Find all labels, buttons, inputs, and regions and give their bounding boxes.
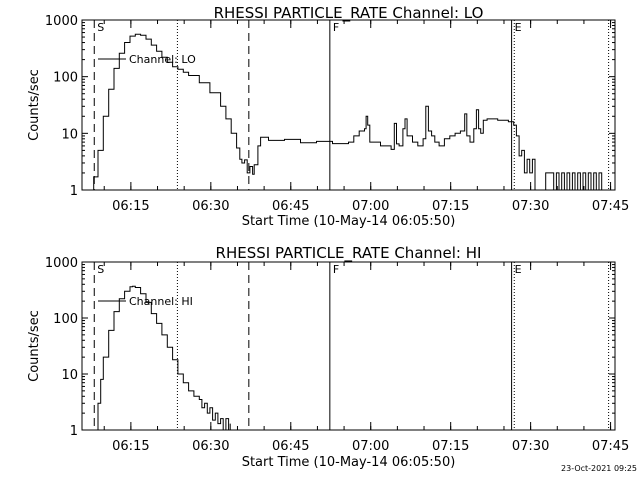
panel1-event-marker-label: F xyxy=(333,21,339,34)
footer-timestamp: 23-Oct-2021 09:25 xyxy=(561,464,637,473)
panel2-x-tick-label: 07:45 xyxy=(592,439,629,454)
panel1-x-tick-label: 06:30 xyxy=(192,199,229,214)
panel2-y-tick-label: 1 xyxy=(70,424,78,439)
panel1-event-marker-label: S xyxy=(97,21,104,34)
panel2-y-axis-label: Counts/sec xyxy=(27,310,42,382)
panel2-series-line xyxy=(95,285,231,431)
panel2-plot-frame xyxy=(81,261,616,431)
panel2-chart-title: RHESSI PARTICLE_RATE Channel: HI xyxy=(216,244,482,263)
panel1-chart-title: RHESSI PARTICLE_RATE Channel: LO xyxy=(214,4,484,23)
panel2-x-tick-label: 07:15 xyxy=(432,439,469,454)
panel2-event-marker-label: F xyxy=(333,263,339,276)
panel1-series-line xyxy=(90,33,605,191)
panel2-x-tick-label: 06:30 xyxy=(192,439,229,454)
panel1-x-tick-label: 07:15 xyxy=(432,199,469,214)
panel2-legend-label: Channel: HI xyxy=(129,295,193,308)
panel2-y-tick-label: 100 xyxy=(53,312,78,327)
panel2-y-tick-label: 10 xyxy=(61,368,78,383)
panel1-legend-label: Channel: LO xyxy=(129,53,196,66)
panel2-x-tick-label: 06:45 xyxy=(272,439,309,454)
panel2-event-marker-label: S xyxy=(97,263,104,276)
panel1-x-tick-label: 07:45 xyxy=(592,199,629,214)
panel2-x-axis-label: Start Time (10-May-14 06:05:50) xyxy=(242,455,456,470)
panel1-y-axis-label: Counts/sec xyxy=(27,69,42,141)
panel1-x-tick-label: 07:00 xyxy=(352,199,389,214)
panel2-x-tick-label: 07:00 xyxy=(352,439,389,454)
panel1-x-tick-label: 06:15 xyxy=(112,199,149,214)
panel1-y-tick-label: 100 xyxy=(53,71,78,86)
panel2-event-marker-label: E xyxy=(515,263,522,276)
panel1-event-marker-label: E xyxy=(515,21,522,34)
panel1-y-tick-label: 1000 xyxy=(45,14,78,29)
panel2-y-tick-label: 1000 xyxy=(45,256,78,271)
panel1-x-axis-label: Start Time (10-May-14 06:05:50) xyxy=(242,214,456,229)
panel1-x-tick-label: 07:30 xyxy=(512,199,549,214)
panel1-y-tick-label: 1 xyxy=(70,184,78,199)
panel2-x-tick-label: 06:15 xyxy=(112,439,149,454)
panel2-x-tick-label: 07:30 xyxy=(512,439,549,454)
panel1-y-tick-label: 10 xyxy=(61,127,78,142)
panel1-plot-frame xyxy=(81,19,616,191)
panel1-x-tick-label: 06:45 xyxy=(272,199,309,214)
